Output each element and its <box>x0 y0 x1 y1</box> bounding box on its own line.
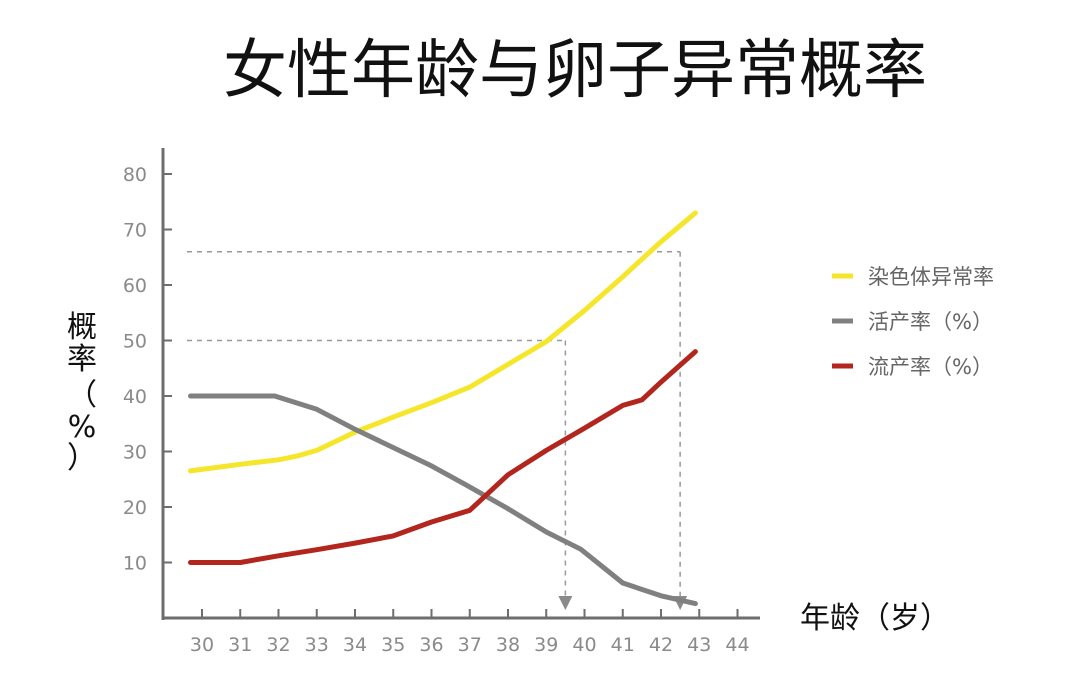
chart-title: 女性年龄与卵子异常概率 <box>223 34 927 108</box>
x-tick-label: 36 <box>419 634 443 656</box>
axes: 10 20 30 40 50 60 70 80 30 31 32 33 34 35 36 37 38 39 40 41… <box>123 148 760 656</box>
x-tick-label: 34 <box>343 634 367 656</box>
x-tick-label: 37 <box>458 634 482 656</box>
x-tick-label: 43 <box>687 634 711 656</box>
x-tick-label: 30 <box>190 634 214 656</box>
x-tick-label: 38 <box>496 634 520 656</box>
legend-label: 活产率（%） <box>868 310 993 334</box>
x-tick-label: 42 <box>649 634 673 656</box>
y-tick-label: 30 <box>123 442 147 464</box>
x-tick-label: 41 <box>611 634 635 656</box>
series-lines <box>188 210 698 607</box>
y-tick-label: 10 <box>123 553 147 575</box>
y-axis-label-char: 概 <box>67 310 97 345</box>
y-tick-label: 60 <box>123 275 147 297</box>
series-line-2 <box>188 393 698 607</box>
y-axis-label-char: （ <box>67 378 97 413</box>
series-line-1 <box>188 210 698 474</box>
x-tick-label: 31 <box>228 634 252 656</box>
x-tick-label: 35 <box>381 634 405 656</box>
x-tick-label: 32 <box>266 634 290 656</box>
y-tick-label: 40 <box>123 386 147 408</box>
arrow-down-icon <box>558 596 573 610</box>
y-tick-label: 80 <box>123 164 147 186</box>
y-axis-label-char: % <box>68 410 97 445</box>
x-tick-label: 33 <box>305 634 329 656</box>
x-tick-label: 44 <box>725 634 749 656</box>
legend-label: 流产率（%） <box>868 355 993 379</box>
x-tick-label: 39 <box>534 634 558 656</box>
y-axis-label: 概率（%） <box>67 310 97 476</box>
y-tick-label: 50 <box>123 331 147 353</box>
series-line-3 <box>188 349 698 565</box>
y-tick-label: 70 <box>123 220 147 242</box>
x-tick-label: 40 <box>572 634 596 656</box>
y-tick-label: 20 <box>123 497 147 519</box>
y-axis-label-char: 率 <box>67 342 97 377</box>
y-axis-label-char: ） <box>67 441 97 476</box>
x-axis-label: 年龄（岁） <box>800 601 950 636</box>
legend-label: 染色体异常率 <box>868 265 994 289</box>
